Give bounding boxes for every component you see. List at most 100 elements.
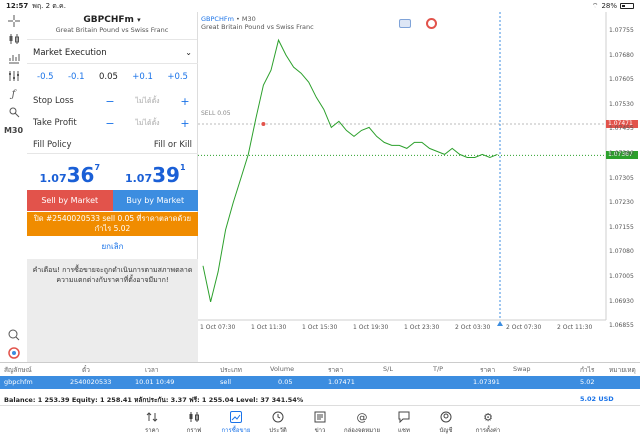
signals-icon[interactable]: [426, 18, 437, 29]
price-display: 1.07 36 7 1.07 39 1: [27, 158, 198, 190]
balance-line: Balance: 1 253.39 Equity: 1 258.41 หลักป…: [0, 395, 640, 407]
volume-plus-05-button[interactable]: +0.5: [167, 72, 188, 82]
stop-loss-input[interactable]: ไม่ได้ตั้ง: [135, 96, 160, 105]
market-buttons: Sell by Market Buy by Market: [27, 190, 198, 211]
y-tick-label: 1.07305: [609, 174, 634, 182]
nav-label: ราคา: [145, 427, 159, 434]
fill-policy-value: Fill or Kill: [153, 139, 192, 150]
battery-icon: [620, 3, 634, 9]
y-tick-label: 1.07680: [609, 51, 634, 59]
arrows-icon: [146, 409, 158, 425]
x-tick-label: 2 Oct 07:30: [506, 324, 542, 331]
nav-label: บัญชี: [439, 427, 453, 434]
col-price: ราคา: [328, 366, 344, 374]
volume-input[interactable]: 0.05: [98, 72, 118, 82]
one-click-trading-icon[interactable]: [399, 19, 411, 28]
close-position-profit: กำไร 5.02: [94, 224, 131, 233]
table-row[interactable]: gbpchfm 2540020533 10.01 10:49 sell 0.05…: [0, 376, 640, 389]
ask-price-prefix: 1.07: [124, 172, 153, 185]
col-profit: กำไร: [580, 366, 595, 374]
ask-price-fraction: 1: [179, 163, 186, 172]
symbol-description: Great Britain Pound vs Swiss Franc: [55, 26, 169, 34]
status-date: พฤ. 2 ต.ค.: [32, 1, 66, 10]
symbol-name[interactable]: GBPCHFm ▾: [27, 15, 197, 25]
x-tick-label: 1 Oct 07:30: [200, 324, 236, 331]
price-series-line: [202, 38, 498, 303]
total-profit-value: 5.02: [580, 395, 597, 403]
take-profit-label: Take Profit: [33, 118, 77, 128]
row-ticket: 2540020533: [70, 378, 112, 386]
nav-chart[interactable]: กราฟ: [175, 409, 213, 447]
stop-loss-label: Stop Loss: [33, 96, 74, 106]
balance-text: Balance: 1 253.39 Equity: 1 258.41 หลักป…: [4, 396, 304, 404]
stop-loss-row: Stop Loss − ไม่ได้ตั้ง +: [27, 92, 198, 110]
col-symbol: สัญลักษณ์: [4, 366, 32, 374]
chart-title: GBPCHFm • M30: [201, 15, 256, 23]
row-time: 10.01 10:49: [135, 378, 175, 386]
settings-sliders-icon[interactable]: [4, 67, 24, 85]
x-tick-label: 1 Oct 15:30: [302, 324, 338, 331]
col-current-price: ราคา: [480, 366, 496, 374]
nav-settings[interactable]: ⚙ การตั้งค่า: [469, 409, 507, 447]
row-volume: 0.05: [278, 378, 293, 386]
objects-icon[interactable]: [4, 103, 24, 121]
symbol-header[interactable]: GBPCHFm ▾ Great Britain Pound vs Swiss F…: [27, 12, 197, 40]
execution-label: Market Execution: [33, 47, 107, 58]
stop-loss-minus-button[interactable]: −: [105, 94, 115, 108]
function-icon[interactable]: ƒ: [11, 88, 16, 100]
account-icon: [440, 409, 452, 425]
buy-by-market-button[interactable]: Buy by Market: [112, 190, 198, 211]
volume-plus-01-button[interactable]: +0.1: [132, 72, 153, 82]
timeframe-button[interactable]: M30: [3, 126, 24, 136]
status-time: 12:57: [6, 2, 29, 10]
col-ticket: ตั๋ว: [82, 366, 90, 374]
take-profit-plus-button[interactable]: +: [180, 116, 190, 130]
status-right: ⌔ 28%: [592, 2, 634, 11]
nav-trade[interactable]: การซื้อขาย: [217, 409, 255, 447]
indicators-icon[interactable]: [4, 49, 24, 67]
trade-table-header: สัญลักษณ์ ตั๋ว เวลา ประเภท Volume ราคา S…: [0, 362, 640, 374]
take-profit-minus-button[interactable]: −: [105, 116, 115, 130]
fill-policy-row[interactable]: Fill Policy Fill or Kill: [27, 136, 198, 154]
nav-history[interactable]: ประวัติ: [259, 409, 297, 447]
price-chart[interactable]: GBPCHFm • M30 Great Britain Pound vs Swi…: [198, 12, 640, 332]
bid-price-pips: 36: [66, 163, 95, 187]
y-tick-label: 1.07230: [609, 199, 634, 207]
x-tick-label: 2 Oct 03:30: [455, 324, 491, 331]
chevron-down-icon: ⌄: [185, 48, 192, 57]
nav-news[interactable]: ข่าว: [301, 409, 339, 447]
nav-mailbox[interactable]: @ กล่องจดหมาย: [343, 409, 381, 447]
nav-account[interactable]: บัญชี: [427, 409, 465, 447]
ask-price-pips: 39: [152, 163, 180, 187]
volume-minus-05-button[interactable]: -0.5: [37, 72, 54, 82]
chart-canvas[interactable]: [198, 12, 640, 332]
cancel-button[interactable]: ยกเลิก: [101, 242, 124, 251]
y-tick-label: 1.07530: [609, 100, 634, 108]
news-icon: [314, 409, 326, 425]
nav-label: กล่องจดหมาย: [343, 427, 381, 434]
x-tick-label: 1 Oct 23:30: [404, 324, 440, 331]
sell-by-market-button[interactable]: Sell by Market: [27, 190, 113, 211]
nav-quotes[interactable]: ราคา: [133, 409, 171, 447]
chart-candles-icon: [188, 409, 200, 425]
close-position-button[interactable]: ปิด #2540020533 sell 0.05 ที่ราคาตลาดด้ว…: [27, 212, 198, 236]
col-swap: Swap: [513, 365, 531, 373]
chevron-down-icon: ▾: [137, 16, 141, 24]
col-tp: T/P: [433, 365, 444, 373]
trading-app-icon[interactable]: [4, 344, 24, 362]
zoom-icon[interactable]: [4, 326, 24, 344]
execution-select[interactable]: Market Execution ⌄: [27, 42, 198, 64]
col-comment: หมายเหตุ: [609, 366, 636, 374]
crosshair-icon[interactable]: [4, 12, 24, 30]
candles-icon[interactable]: [4, 30, 24, 48]
sell-level-label: SELL 0.05: [201, 110, 231, 117]
row-open-price: 1.07471: [328, 378, 355, 386]
status-bar: 12:57 พฤ. 2 ต.ค. ⌔ 28%: [0, 0, 640, 12]
nav-chat[interactable]: แชท: [385, 409, 423, 447]
take-profit-input[interactable]: ไม่ได้ตั้ง: [135, 118, 160, 127]
total-profit: 5.02 USD: [580, 395, 614, 403]
nav-label: ประวัติ: [269, 427, 287, 434]
stop-loss-plus-button[interactable]: +: [180, 94, 190, 108]
volume-minus-01-button[interactable]: -0.1: [67, 72, 85, 82]
